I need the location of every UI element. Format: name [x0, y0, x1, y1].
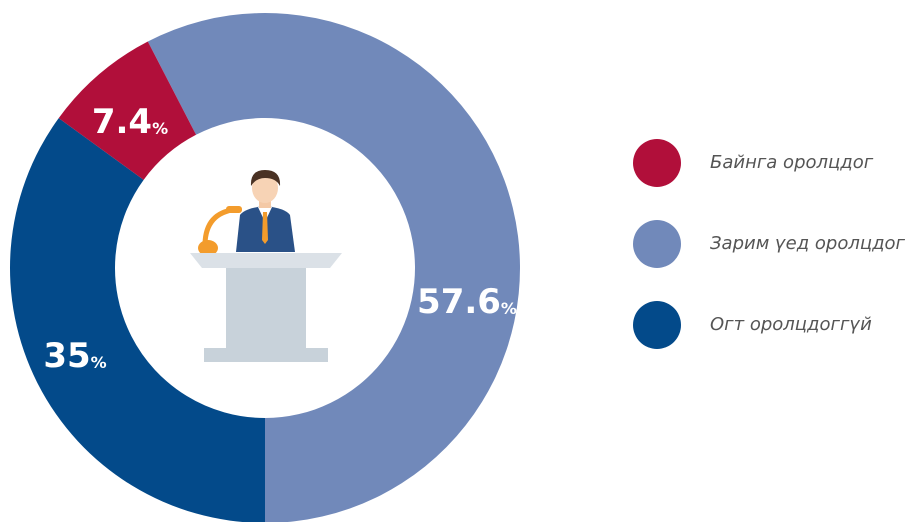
legend-label: Зарим үед оролцдог — [710, 233, 906, 254]
legend-swatch — [633, 220, 681, 268]
legend-label: Байнга оролцдог — [710, 152, 874, 173]
legend-swatch — [633, 139, 681, 187]
podium-icon — [190, 170, 342, 362]
legend-swatch — [633, 301, 681, 349]
chart: 7.4%57.6%35% Байнга оролцдогЗарим үед ор… — [0, 0, 917, 522]
legend-label: Огт оролцдоггүй — [710, 314, 872, 335]
